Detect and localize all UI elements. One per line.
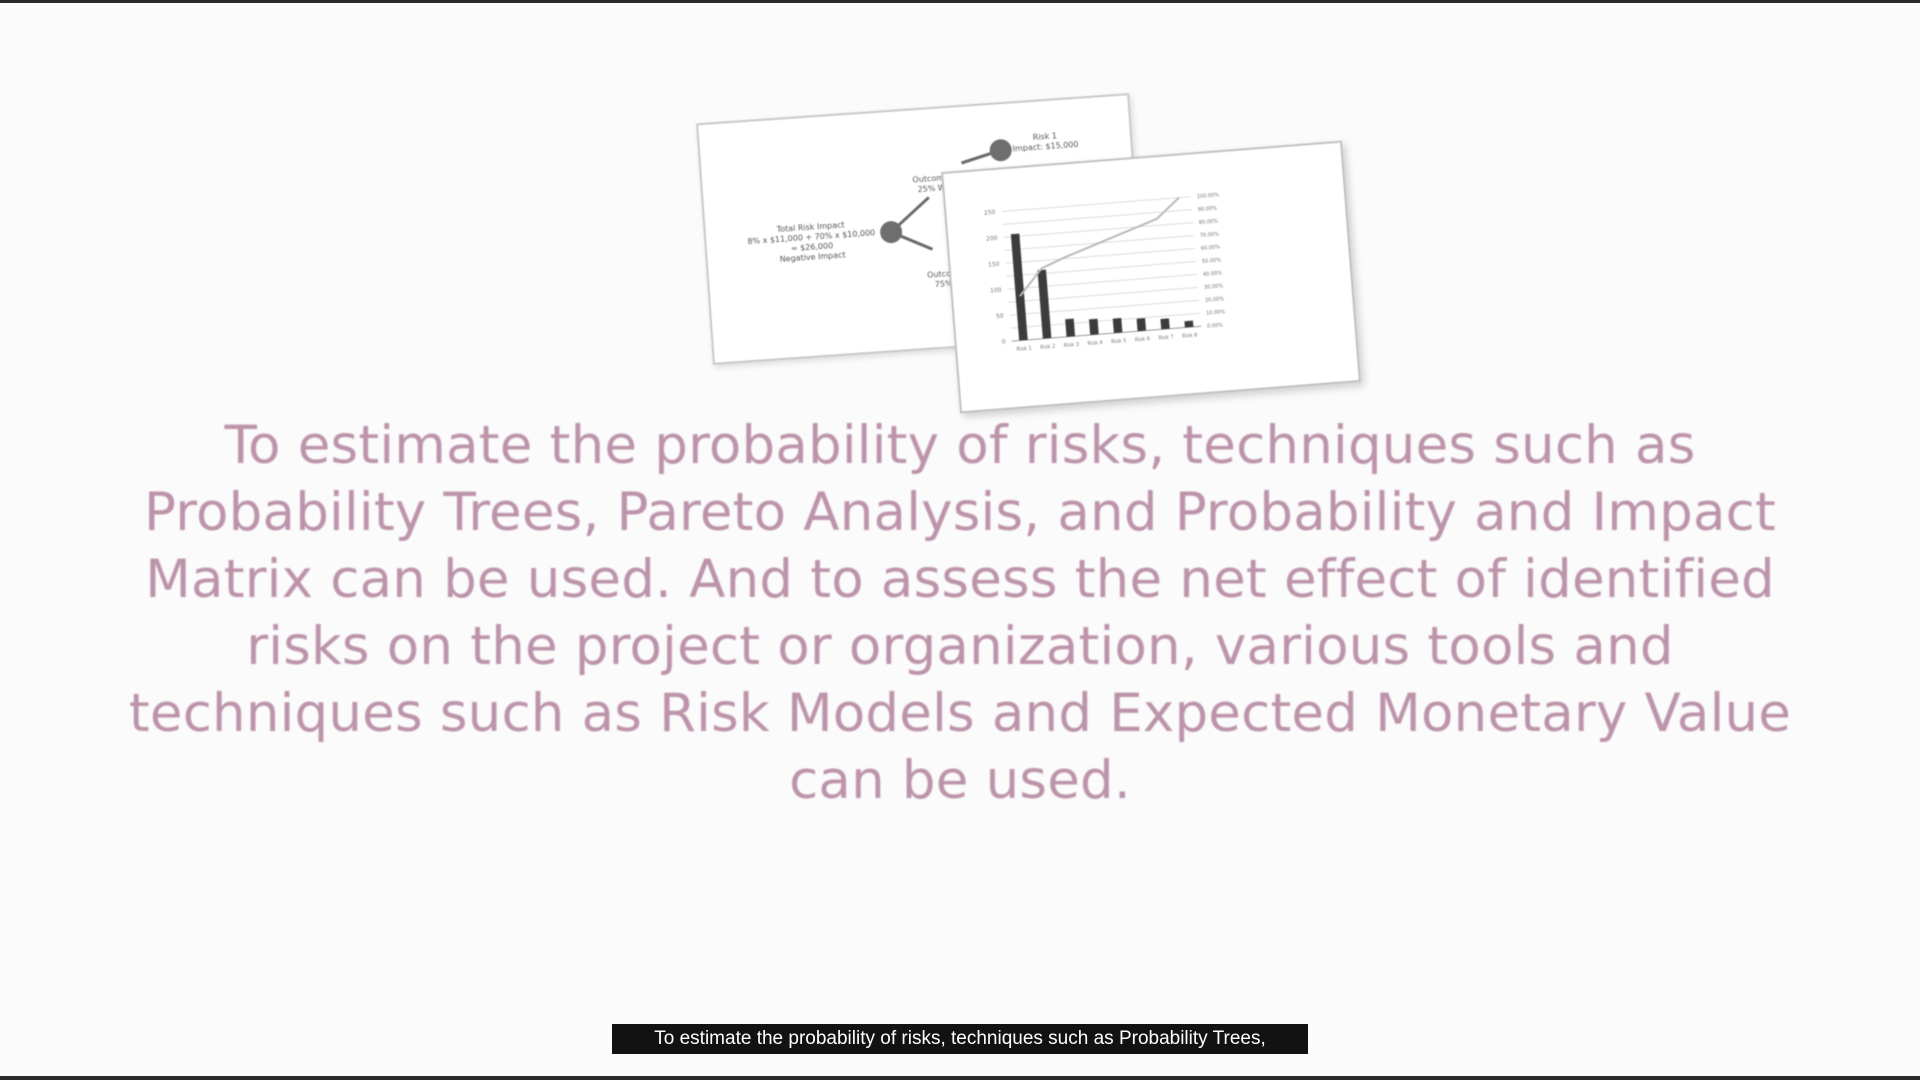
chart-gridline: [1008, 286, 1198, 303]
chart-y-tick-label: 200: [986, 235, 998, 243]
chart-x-tick-label: Risk 6: [1135, 336, 1151, 343]
chart-x-tick-label: Risk 3: [1064, 342, 1080, 349]
chart-gridline: [1006, 260, 1196, 277]
chart-x-tick-label: Risk 7: [1158, 334, 1174, 341]
tree-branch-leaf: [961, 151, 994, 165]
chart-y-tick-label: 50: [996, 313, 1004, 321]
video-frame-top: [0, 0, 1920, 3]
chart-bar: [1160, 318, 1170, 330]
chart-y-tick-label: 0: [1002, 339, 1007, 346]
tree-root-label-3: = $26,000: [791, 241, 834, 253]
chart-y2-tick-label: 50.00%: [1202, 257, 1222, 264]
tree-leaf-node: [989, 139, 1012, 162]
tree-leaf-label-2: Impact: $15,000: [1012, 140, 1078, 154]
pareto-chart: 250 200 150 100 50 0 100.00% 90.00% 80.00% 70.00%…: [984, 192, 1226, 353]
chart-x-tick-label: Risk 8: [1182, 333, 1198, 340]
chart-y2-tick-label: 0.00%: [1207, 322, 1224, 329]
chart-y-tick-label: 250: [984, 209, 996, 217]
chart-bar: [1184, 320, 1194, 328]
chart-y-tick-label: 150: [988, 261, 1000, 269]
chart-bar: [1037, 269, 1052, 339]
pareto-chart-card: 250 200 150 100 50 0 100.00% 90.00% 80.00% 70.00%…: [941, 140, 1361, 414]
chart-y2-tick-label: 30.00%: [1204, 283, 1224, 290]
chart-gridline: [1001, 196, 1191, 213]
chart-y2-tick-label: 70.00%: [1200, 232, 1220, 239]
tree-root-label-4: Negative Impact: [779, 250, 846, 264]
slide-illustration: Total Risk Impact 8% x $11,000 + 70% x $…: [0, 0, 1920, 420]
chart-y2-tick-label: 60.00%: [1201, 244, 1221, 251]
chart-x-tick-label: Risk 4: [1087, 340, 1103, 347]
slide-body-text: To estimate the probability of risks, te…: [128, 415, 1792, 811]
chart-y2-tick-label: 40.00%: [1203, 270, 1223, 277]
chart-gridline: [1005, 247, 1195, 264]
chart-y2-tick-label: 10.00%: [1206, 309, 1226, 316]
video-frame-bottom: [0, 1076, 1920, 1080]
chart-gridline: [1003, 222, 1193, 238]
chart-x-tick-label: Risk 5: [1111, 338, 1127, 345]
chart-gridline: [1009, 299, 1200, 316]
chart-bar: [1010, 233, 1028, 341]
tree-branch-top-label-2: 25% Win: [917, 183, 953, 194]
chart-bar: [1065, 318, 1076, 337]
chart-bar: [1112, 317, 1123, 334]
chart-y2-tick-label: 20.00%: [1205, 296, 1225, 303]
chart-y-tick-label: 100: [990, 287, 1002, 295]
chart-gridline: [1002, 209, 1192, 225]
chart-y2-tick-label: 80.00%: [1199, 219, 1219, 226]
chart-cumulative-line: [1019, 196, 1180, 297]
chart-bar: [1088, 318, 1099, 335]
chart-y2-tick-label: 90.00%: [1198, 206, 1218, 213]
chart-y2-tick-label: 100.00%: [1197, 192, 1220, 200]
video-caption: To estimate the probability of risks, te…: [612, 1024, 1308, 1054]
chart-x-tick-label: Risk 1: [1016, 346, 1032, 353]
tree-leaf-label-1: Risk 1: [1032, 131, 1057, 142]
chart-bar: [1136, 318, 1147, 332]
chart-gridline: [1010, 312, 1201, 329]
tree-root-node: [880, 221, 903, 244]
chart-x-tick-label: Risk 2: [1040, 344, 1056, 351]
